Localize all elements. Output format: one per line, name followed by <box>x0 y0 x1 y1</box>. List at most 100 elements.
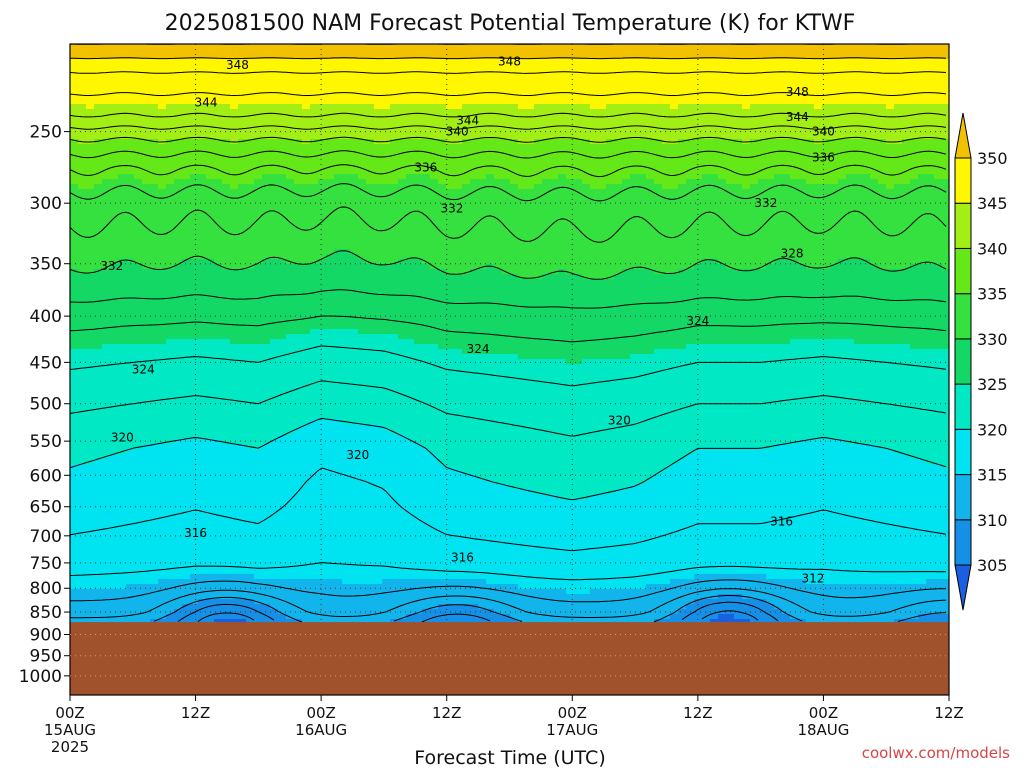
theta-cell <box>342 134 351 140</box>
theta-cell <box>198 74 207 80</box>
theta-cell <box>174 489 183 495</box>
theta-cell <box>246 404 255 410</box>
theta-cell <box>262 169 271 175</box>
theta-cell <box>318 429 327 435</box>
theta-cell <box>182 309 191 315</box>
theta-cell <box>86 309 95 315</box>
theta-cell <box>246 339 255 345</box>
theta-cell <box>78 514 87 520</box>
theta-cell <box>94 274 103 280</box>
theta-cell <box>366 614 375 620</box>
theta-cell <box>198 404 207 410</box>
theta-cell <box>134 539 143 545</box>
theta-cell <box>86 349 95 355</box>
theta-cell <box>262 504 271 510</box>
theta-cell <box>238 109 247 115</box>
theta-cell <box>78 294 87 300</box>
theta-cell <box>294 459 303 465</box>
theta-cell <box>134 559 143 565</box>
theta-cell <box>286 489 295 495</box>
theta-cell <box>190 284 199 290</box>
theta-cell <box>182 504 191 510</box>
theta-cell <box>166 249 175 255</box>
theta-cell <box>302 219 311 225</box>
theta-cell <box>342 219 351 225</box>
theta-cell <box>94 484 103 490</box>
theta-cell <box>174 589 183 595</box>
theta-cell <box>294 274 303 280</box>
theta-cell <box>118 369 127 375</box>
theta-cell <box>246 414 255 420</box>
theta-cell <box>174 194 183 200</box>
theta-cell <box>70 619 79 625</box>
theta-cell <box>326 554 335 560</box>
theta-cell <box>310 559 319 565</box>
theta-cell <box>334 579 343 585</box>
theta-cell <box>334 574 343 580</box>
theta-cell <box>334 269 343 275</box>
theta-cell <box>254 464 263 470</box>
theta-cell <box>142 439 151 445</box>
theta-cell <box>102 89 111 95</box>
theta-cell <box>182 159 191 165</box>
theta-cell <box>126 519 135 525</box>
theta-cell <box>174 334 183 340</box>
theta-cell <box>358 204 367 210</box>
theta-cell <box>302 309 311 315</box>
theta-cell <box>86 84 95 90</box>
theta-cell <box>110 329 119 335</box>
theta-cell <box>190 139 199 145</box>
theta-cell <box>302 159 311 165</box>
theta-cell <box>70 259 79 265</box>
theta-cell <box>150 104 159 110</box>
theta-cell <box>198 59 207 65</box>
theta-cell <box>350 514 359 520</box>
theta-cell <box>70 584 79 590</box>
theta-cell <box>86 389 95 395</box>
theta-cell <box>190 604 199 610</box>
theta-cell <box>286 584 295 590</box>
theta-cell <box>118 539 127 545</box>
theta-cell <box>366 619 375 625</box>
theta-cell <box>174 569 183 575</box>
theta-cell <box>86 64 95 70</box>
theta-cell <box>206 384 215 390</box>
theta-cell <box>70 289 79 295</box>
theta-cell <box>86 474 95 480</box>
theta-cell <box>158 369 167 375</box>
theta-cell <box>294 59 303 65</box>
theta-cell <box>126 54 135 60</box>
theta-cell <box>302 99 311 105</box>
theta-cell <box>262 109 271 115</box>
theta-cell <box>94 169 103 175</box>
theta-cell <box>182 59 191 65</box>
theta-cell <box>158 444 167 450</box>
theta-cell <box>350 254 359 260</box>
theta-cell <box>94 289 103 295</box>
theta-cell <box>350 539 359 545</box>
theta-cell <box>278 599 287 605</box>
theta-cell <box>134 584 143 590</box>
theta-cell <box>350 459 359 465</box>
theta-cell <box>302 594 311 600</box>
theta-cell <box>182 499 191 505</box>
theta-cell <box>350 299 359 305</box>
theta-cell <box>294 209 303 215</box>
theta-cell <box>366 434 375 440</box>
theta-cell <box>190 489 199 495</box>
theta-cell <box>246 194 255 200</box>
theta-cell <box>294 474 303 480</box>
theta-cell <box>70 549 79 555</box>
theta-cell <box>214 144 223 150</box>
theta-cell <box>254 504 263 510</box>
theta-cell <box>102 529 111 535</box>
theta-cell <box>78 259 87 265</box>
theta-cell <box>126 369 135 375</box>
theta-cell <box>150 274 159 280</box>
theta-cell <box>278 329 287 335</box>
theta-cell <box>102 364 111 370</box>
theta-cell <box>326 489 335 495</box>
theta-cell <box>110 569 119 575</box>
theta-cell <box>214 299 223 305</box>
theta-cell <box>350 444 359 450</box>
